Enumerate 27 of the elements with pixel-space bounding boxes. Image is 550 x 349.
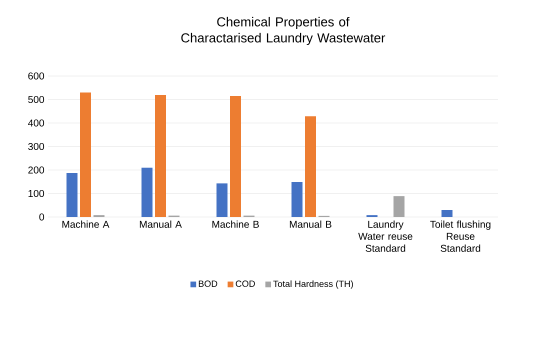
legend-label: Total Hardness (TH) [273,280,353,289]
y-tick-label: 600 [28,72,44,80]
legend-label: BOD [198,280,218,287]
y-tick-label: 200 [28,166,44,174]
legend-label: COD [236,280,255,287]
x-tick-label: Machine B [212,220,259,228]
x-tick-label: Laundry Water reuse Standard [358,220,412,252]
bar [155,95,166,217]
bar [230,96,241,217]
x-tick-label: Toilet flushing Reuse Standard [430,220,490,252]
bar [66,173,78,217]
x-tick-label: Manual B [290,220,332,228]
bar [292,182,302,217]
bar [142,168,152,217]
y-tick-label: 400 [28,119,44,127]
y-tick-label: 100 [28,190,44,198]
bar [305,116,316,217]
y-tick-label: 0 [39,213,44,221]
chart-title: Chemical Properties of Charactarised Laundry Wastewater [181,16,386,46]
y-tick-label: 300 [28,142,44,150]
bar [216,183,228,217]
bar [442,210,453,217]
x-tick-label: Manual A [140,220,182,228]
y-tick-label: 500 [28,96,44,104]
bar [394,196,404,217]
x-tick-label: Machine A [62,220,110,228]
bar [80,92,91,217]
